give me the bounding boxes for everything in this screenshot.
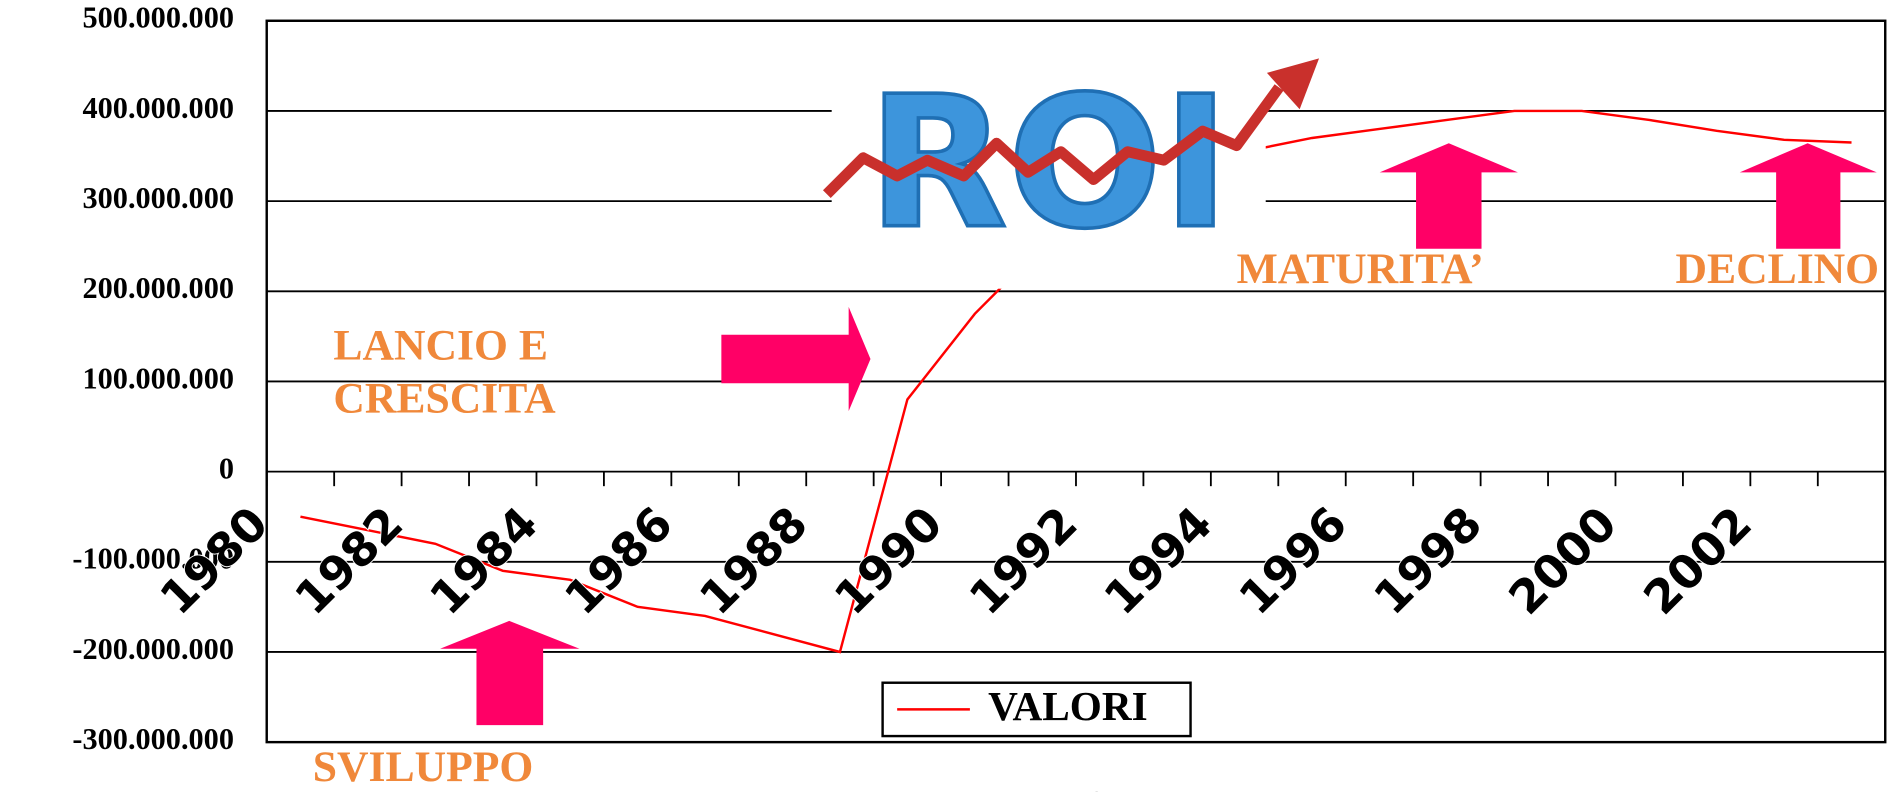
chart: ROI -300.000.000-200.000.000-100.000.000… bbox=[0, 0, 1901, 792]
annotation: CRESCITA bbox=[333, 375, 556, 423]
x-tick-label: 1984 bbox=[419, 496, 548, 625]
arrow bbox=[1740, 143, 1877, 248]
annotation: LANCIO E bbox=[333, 321, 548, 369]
x-tick-label: 2002 bbox=[1633, 496, 1762, 625]
x-tick-label: 1998 bbox=[1363, 496, 1492, 625]
x-tick-label: 1996 bbox=[1228, 496, 1357, 625]
x-tick-label: 1994 bbox=[1094, 496, 1223, 625]
x-tick-label: 1986 bbox=[554, 496, 683, 625]
x-tick-label: 1990 bbox=[824, 496, 953, 625]
arrow bbox=[721, 307, 870, 411]
annotation: SVILUPPO bbox=[313, 743, 534, 791]
legend-label: VALORI bbox=[988, 683, 1148, 729]
x-tick-label: 2000 bbox=[1498, 496, 1627, 625]
arrow bbox=[1380, 143, 1518, 248]
page: ROI -300.000.000-200.000.000-100.000.000… bbox=[0, 0, 1901, 792]
y-tick-label: -200.000.000 bbox=[72, 632, 234, 666]
x-tick-label: 1982 bbox=[284, 496, 413, 625]
annotation: DECLINO bbox=[1675, 245, 1879, 293]
y-tick-label: 200.000.000 bbox=[83, 271, 234, 305]
y-tick-label: 400.000.000 bbox=[83, 91, 234, 125]
arrow bbox=[440, 621, 579, 725]
y-tick-label: 0 bbox=[219, 452, 234, 486]
y-tick-label: -300.000.000 bbox=[72, 722, 234, 756]
y-tick-label: 100.000.000 bbox=[83, 361, 234, 395]
y-tick-label: 500.000.000 bbox=[83, 1, 234, 35]
annotation: MATURITA’ bbox=[1237, 245, 1484, 293]
y-tick-label: 300.000.000 bbox=[83, 181, 234, 215]
x-tick-label: 1992 bbox=[959, 496, 1088, 625]
x-tick-label: 1988 bbox=[689, 496, 818, 625]
footer: La gestione dei rischi ed opportunità ne… bbox=[754, 789, 1275, 792]
